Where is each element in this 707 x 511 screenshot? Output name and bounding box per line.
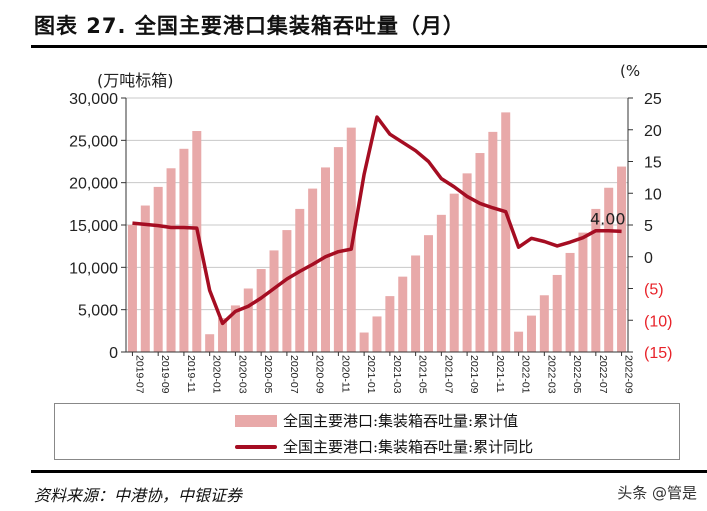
right-tick-label: 25 <box>644 91 662 108</box>
bar <box>436 214 446 352</box>
bar <box>385 296 395 352</box>
bar <box>230 305 240 352</box>
right-axis-label: (% <box>620 62 640 80</box>
left-tick-label: 15,000 <box>69 218 118 235</box>
legend-swatch-bar <box>235 414 277 427</box>
x-tick-label: 2022-09 <box>623 355 635 394</box>
bar <box>333 147 343 352</box>
bar <box>449 193 459 352</box>
x-tick-label: 2019-11 <box>185 355 197 393</box>
right-tick-label: 15 <box>644 155 662 172</box>
bar <box>617 166 627 352</box>
bar <box>321 167 331 352</box>
bar <box>295 208 305 352</box>
x-tick-label: 2020-03 <box>236 355 248 394</box>
bar <box>243 288 253 352</box>
x-tick-label: 2019-07 <box>133 355 145 394</box>
bar <box>127 225 137 352</box>
bar <box>153 186 163 352</box>
legend-item-line: 全国主要港口:集装箱吞吐量:累计同比 <box>235 436 533 457</box>
right-tick-label: (10) <box>644 313 672 330</box>
x-tick-label: 2020-05 <box>262 355 274 394</box>
bar <box>591 208 601 352</box>
top-rule <box>31 45 707 48</box>
bar <box>256 269 266 352</box>
right-tick-label: 10 <box>644 186 662 203</box>
left-axis-label: (万吨标箱) <box>97 71 174 90</box>
x-tick-label: 2021-01 <box>365 355 377 394</box>
bar <box>501 112 511 352</box>
x-tick-label: 2022-07 <box>597 355 609 394</box>
x-tick-label: 2021-09 <box>468 355 480 394</box>
x-tick-label: 2019-09 <box>159 355 171 394</box>
x-tick-label: 2021-11 <box>494 355 506 393</box>
bar <box>462 173 472 352</box>
x-tick-label: 2022-03 <box>545 355 557 394</box>
right-tick-label: (5) <box>644 282 664 299</box>
legend-swatch-line <box>235 444 277 449</box>
bar <box>372 316 382 352</box>
bar <box>269 250 279 352</box>
bar <box>475 153 485 352</box>
left-tick-label: 20,000 <box>69 176 118 193</box>
x-tick-label: 2022-05 <box>571 355 583 394</box>
right-tick-label: 0 <box>644 250 653 267</box>
x-tick-label: 2021-07 <box>442 355 454 394</box>
x-tick-label: 2020-01 <box>211 355 223 394</box>
data-label: 4.00 <box>590 209 626 228</box>
source-note: 资料来源：中港协，中银证券 <box>34 486 243 505</box>
bar <box>205 334 215 352</box>
bar <box>282 230 292 352</box>
bar <box>218 318 228 352</box>
x-tick-label: 2021-05 <box>417 355 429 394</box>
watermark: 头条 @管是 <box>617 484 697 502</box>
legend: 全国主要港口:集装箱吞吐量:累计值 全国主要港口:集装箱吞吐量:累计同比 <box>54 403 680 460</box>
bar <box>539 295 549 352</box>
bottom-rule <box>31 470 707 473</box>
yoy-line <box>132 115 622 326</box>
x-tick-label: 2021-03 <box>391 355 403 394</box>
bar <box>488 131 498 352</box>
legend-label-line: 全国主要港口:集装箱吞吐量:累计同比 <box>283 438 534 456</box>
x-tick-label: 2020-11 <box>339 355 351 393</box>
bar <box>423 235 433 352</box>
right-tick-label: (15) <box>644 345 672 362</box>
bar <box>565 252 575 352</box>
bar <box>398 276 408 352</box>
right-tick-label: 5 <box>644 218 653 235</box>
bar <box>140 205 150 352</box>
bar <box>526 315 536 352</box>
bar <box>192 131 202 352</box>
x-tick-label: 2022-01 <box>520 355 532 394</box>
left-tick-label: 30,000 <box>69 91 118 108</box>
left-tick-label: 10,000 <box>69 260 118 277</box>
bar <box>359 332 369 352</box>
bar <box>308 188 318 352</box>
bar <box>604 187 614 352</box>
x-tick-label: 2020-09 <box>314 355 326 394</box>
right-tick-label: 20 <box>644 123 662 140</box>
bar <box>411 255 421 352</box>
left-tick-label: 5,000 <box>78 303 118 320</box>
x-tick-label: 2020-07 <box>288 355 300 394</box>
bar <box>514 331 524 352</box>
bar <box>166 168 176 352</box>
left-tick-label: 0 <box>109 345 118 362</box>
bar <box>179 148 189 352</box>
legend-item-bar: 全国主要港口:集装箱吞吐量:累计值 <box>235 410 518 431</box>
left-tick-label: 25,000 <box>69 133 118 150</box>
chart: 0 5,000 10,000 15,000 20,000 25,000 30,000 (15)… <box>69 62 672 394</box>
bar <box>552 274 562 352</box>
legend-label-bar: 全国主要港口:集装箱吞吐量:累计值 <box>283 412 519 430</box>
chart-title: 图表 27. 全国主要港口集装箱吞吐量（月） <box>34 14 465 38</box>
bar <box>578 232 588 352</box>
